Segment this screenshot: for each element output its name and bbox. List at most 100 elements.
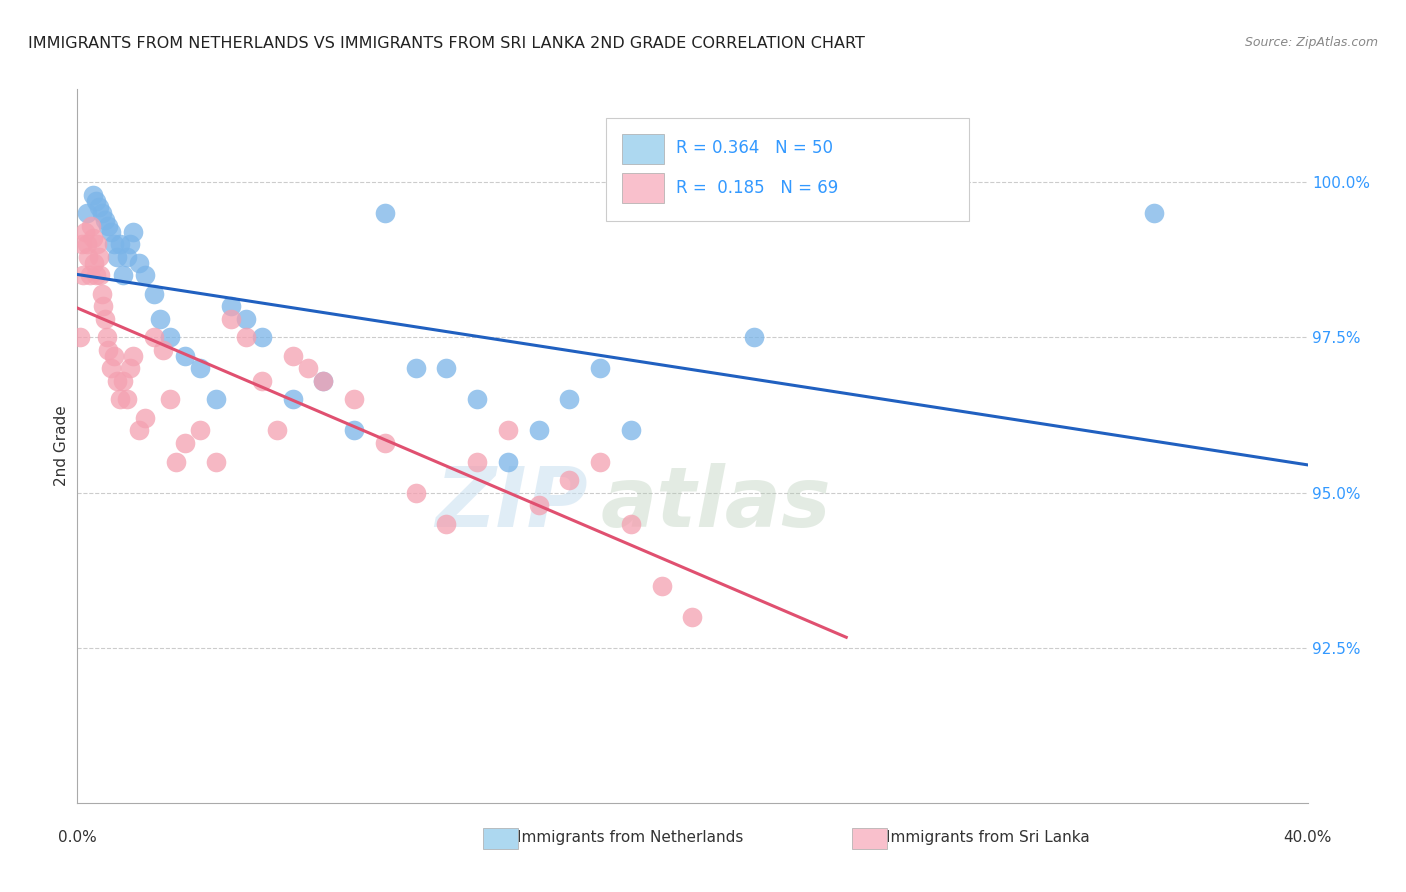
Point	[115, 392, 138, 407]
Point	[82, 231, 104, 245]
Point	[149, 311, 172, 326]
Point	[96, 330, 118, 344]
Point	[159, 392, 181, 407]
Point	[83, 256, 105, 270]
Point	[105, 250, 128, 264]
Text: Immigrants from Netherlands: Immigrants from Netherlands	[516, 830, 742, 845]
Point	[97, 343, 120, 357]
Point	[682, 609, 704, 624]
Text: R =  0.185   N = 69: R = 0.185 N = 69	[676, 178, 839, 196]
Point	[527, 498, 550, 512]
Point	[70, 237, 93, 252]
Text: atlas: atlas	[600, 463, 831, 543]
Text: 40.0%: 40.0%	[1284, 830, 1331, 845]
Point	[128, 256, 150, 270]
Point	[250, 374, 273, 388]
Point	[152, 343, 174, 357]
Point	[312, 374, 335, 388]
Point	[558, 473, 581, 487]
Point	[496, 454, 519, 468]
Point	[72, 268, 94, 283]
Point	[235, 311, 257, 326]
Point	[121, 225, 143, 239]
Bar	[623, 134, 664, 164]
Point	[374, 206, 396, 220]
Point	[86, 237, 108, 252]
Point	[82, 187, 104, 202]
Point	[235, 330, 257, 344]
Text: ZIP: ZIP	[436, 463, 588, 543]
Point	[343, 392, 366, 407]
Point	[90, 206, 114, 220]
Point	[79, 268, 101, 283]
Point	[620, 424, 643, 438]
Point	[118, 237, 141, 252]
Point	[100, 361, 122, 376]
Point	[742, 330, 765, 344]
Point	[527, 424, 550, 438]
Point	[87, 200, 110, 214]
Point	[204, 392, 226, 407]
Point	[115, 250, 138, 264]
Point	[174, 436, 197, 450]
Point	[84, 194, 107, 208]
Point	[80, 219, 103, 233]
Point	[496, 424, 519, 438]
Text: IMMIGRANTS FROM NETHERLANDS VS IMMIGRANTS FROM SRI LANKA 2ND GRADE CORRELATION C: IMMIGRANTS FROM NETHERLANDS VS IMMIGRANT…	[28, 36, 865, 51]
Point	[374, 436, 396, 450]
Point	[143, 287, 166, 301]
Point	[204, 454, 226, 468]
Bar	[484, 828, 517, 849]
Point	[84, 268, 107, 283]
Point	[121, 349, 143, 363]
Point	[1143, 206, 1166, 220]
Point	[105, 374, 128, 388]
Point	[281, 392, 304, 407]
Point	[219, 299, 242, 313]
Point	[103, 349, 125, 363]
Point	[651, 579, 673, 593]
Point	[89, 268, 111, 283]
Point	[87, 250, 110, 264]
Point	[94, 311, 117, 326]
Point	[77, 250, 100, 264]
Point	[558, 392, 581, 407]
Point	[190, 424, 212, 438]
Point	[94, 212, 117, 227]
Point	[93, 299, 115, 313]
Point	[159, 330, 181, 344]
Point	[465, 392, 488, 407]
Text: R = 0.364   N = 50: R = 0.364 N = 50	[676, 139, 834, 157]
Point	[103, 237, 125, 252]
Point	[90, 287, 114, 301]
Point	[250, 330, 273, 344]
Point	[174, 349, 197, 363]
Point	[436, 516, 458, 531]
Bar	[852, 828, 887, 849]
Point	[100, 225, 122, 239]
Point	[281, 349, 304, 363]
Point	[76, 237, 98, 252]
Point	[118, 361, 141, 376]
Point	[436, 361, 458, 376]
Point	[465, 454, 488, 468]
Point	[405, 485, 427, 500]
Point	[112, 374, 135, 388]
Bar	[606, 118, 969, 221]
Y-axis label: 2nd Grade: 2nd Grade	[53, 406, 69, 486]
Point	[69, 330, 91, 344]
Point	[405, 361, 427, 376]
Point	[620, 516, 643, 531]
Point	[190, 361, 212, 376]
Point	[312, 374, 335, 388]
Point	[266, 424, 288, 438]
Point	[110, 392, 132, 407]
Point	[165, 454, 187, 468]
Point	[128, 424, 150, 438]
Point	[589, 361, 612, 376]
Point	[97, 219, 120, 233]
Point	[134, 411, 156, 425]
Text: Source: ZipAtlas.com: Source: ZipAtlas.com	[1244, 36, 1378, 49]
Point	[112, 268, 135, 283]
Text: Immigrants from Sri Lanka: Immigrants from Sri Lanka	[886, 830, 1090, 845]
